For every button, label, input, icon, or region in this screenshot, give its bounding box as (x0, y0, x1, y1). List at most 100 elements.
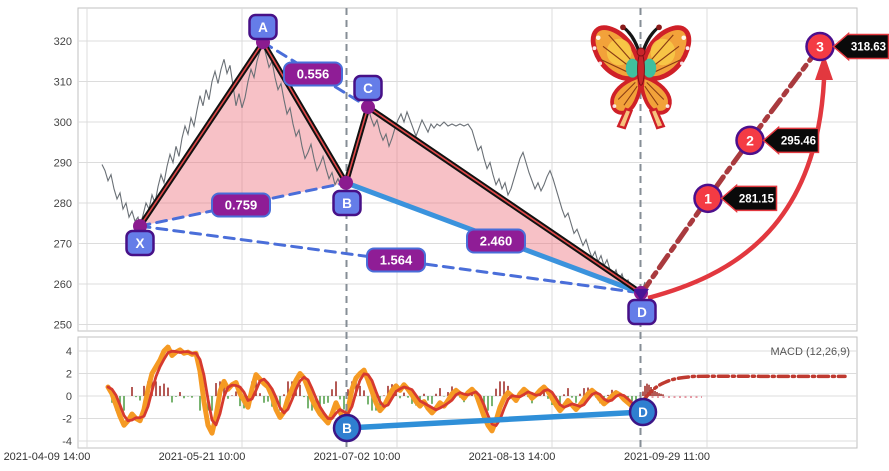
macd-histogram-bar (648, 384, 650, 396)
macd-histogram-bar (543, 390, 545, 396)
macd-histogram-bar (559, 396, 561, 405)
macd-histogram-bar (343, 396, 345, 410)
y-axis-tick-label: 4 (66, 346, 72, 358)
macd-histogram-bar (367, 396, 369, 405)
macd-histogram-bar (363, 390, 365, 396)
macd-histogram-bar (307, 396, 309, 409)
y-axis-tick-label: -2 (62, 414, 72, 426)
macd-histogram-bar (179, 392, 181, 396)
macd-marker-B[interactable] (332, 413, 362, 443)
macd-histogram-bar (175, 396, 177, 397)
x-axis-tick-label: 2021-05-21 10:00 (159, 451, 246, 463)
pattern-fill (346, 107, 641, 293)
macd-histogram-bar (423, 393, 425, 396)
macd-histogram-bar (303, 396, 305, 398)
macd-histogram-bar (579, 393, 581, 396)
macd-histogram-bar (123, 396, 125, 411)
ratio-label-0.759[interactable] (211, 192, 271, 218)
pattern-fill (140, 42, 346, 227)
macd-indicator-label: MACD (12,26,9) (771, 346, 850, 358)
macd-histogram-bar (371, 396, 373, 411)
pattern-chip-letter: D (637, 305, 647, 320)
ratio-value: 2.460 (480, 234, 513, 249)
projection-path (638, 44, 823, 297)
x-axis-tick-label: 2021-08-13 14:00 (469, 451, 556, 463)
pattern-chip-C[interactable] (353, 74, 383, 102)
pattern-chip-B[interactable] (332, 189, 362, 217)
macd-histogram-bar (571, 396, 573, 398)
target-price-value: 295.46 (781, 135, 816, 147)
macd-histogram-bar (654, 390, 656, 396)
macd-marker-D[interactable] (628, 397, 658, 427)
macd-histogram-bar (259, 393, 261, 396)
butterfly-icon (593, 24, 692, 128)
ratio-label-0.556[interactable] (283, 61, 343, 87)
pattern-leg-core (367, 106, 642, 294)
macd-histogram-bar (399, 396, 401, 399)
macd-histogram-bar (159, 385, 161, 396)
macd-histogram-bar (171, 396, 173, 403)
macd-histogram-bar (644, 385, 646, 396)
macd-histogram-bar (411, 396, 413, 404)
y-axis-tick-label: 2 (66, 369, 72, 381)
macd-histogram-bar (563, 394, 565, 396)
macd-histogram-bar (187, 396, 189, 397)
macd-marker-letter: B (342, 421, 352, 436)
pattern-point-X[interactable] (133, 219, 147, 234)
macd-histogram-bar (347, 389, 349, 396)
y-axis-tick-label: 310 (54, 77, 72, 89)
macd-histogram-bar (319, 396, 321, 407)
macd-histogram-bar (299, 384, 301, 396)
macd-histogram-bar (323, 396, 325, 404)
target-number: 2 (746, 132, 754, 148)
macd-histogram-bar (191, 396, 193, 398)
pattern-chip-D[interactable] (627, 298, 657, 326)
macd-histogram-bar (660, 393, 662, 396)
macd-histogram-bar (239, 396, 241, 407)
pattern-chip-X[interactable] (125, 229, 155, 257)
macd-histogram-bar (163, 383, 165, 396)
pattern-chip-letter: B (342, 196, 352, 211)
macd-histogram-bar (662, 394, 664, 396)
pattern-chip-letter: X (135, 236, 144, 251)
ratio-label-1.564[interactable] (366, 247, 426, 273)
macd-histogram-bar (575, 396, 577, 403)
y-axis-tick-label: 290 (54, 158, 72, 170)
macd-histogram-bar (211, 396, 213, 411)
macd-histogram-bar (267, 396, 269, 402)
macd-histogram-bar (135, 396, 137, 398)
macd-histogram-bar (327, 396, 329, 403)
pattern-point-C[interactable] (361, 100, 375, 115)
macd-histogram-bar (607, 394, 609, 396)
macd-signal-line (105, 344, 646, 436)
d-point-arrow (633, 288, 649, 301)
ratio-label-2.460[interactable] (466, 228, 526, 254)
macd-histogram-bar (335, 381, 337, 396)
macd-histogram-bar (227, 396, 229, 399)
y-axis-tick-label: 270 (54, 239, 72, 251)
macd-histogram-bar (631, 396, 633, 402)
macd-histogram-bar (499, 381, 501, 396)
macd-histogram-bar (635, 396, 637, 402)
pattern-leg-core (139, 41, 264, 227)
target-price-tag-1 (720, 183, 778, 213)
macd-histogram-bar (642, 391, 644, 396)
macd-trend-line (344, 409, 646, 431)
swing-arrow-head (815, 54, 833, 80)
y-axis-tick-label: 250 (54, 320, 72, 332)
macd-histogram-bar (495, 388, 497, 396)
pattern-chip-A[interactable] (248, 13, 278, 41)
pattern-leg-core (345, 106, 369, 184)
macd-histogram-bar (283, 394, 285, 396)
macd-histogram-bar (143, 385, 145, 396)
macd-histogram-bar (263, 396, 265, 403)
ratio-value: 1.564 (380, 253, 413, 268)
macd-histogram-bar (646, 383, 648, 396)
macd-histogram-bar (658, 393, 660, 396)
macd-histogram-bar (652, 389, 654, 396)
macd-histogram-bar (547, 396, 549, 399)
macd-histogram-bar (567, 388, 569, 396)
pattern-point-B[interactable] (339, 175, 353, 190)
x-axis-tick-label: 2021-09-29 11:00 (624, 451, 710, 463)
